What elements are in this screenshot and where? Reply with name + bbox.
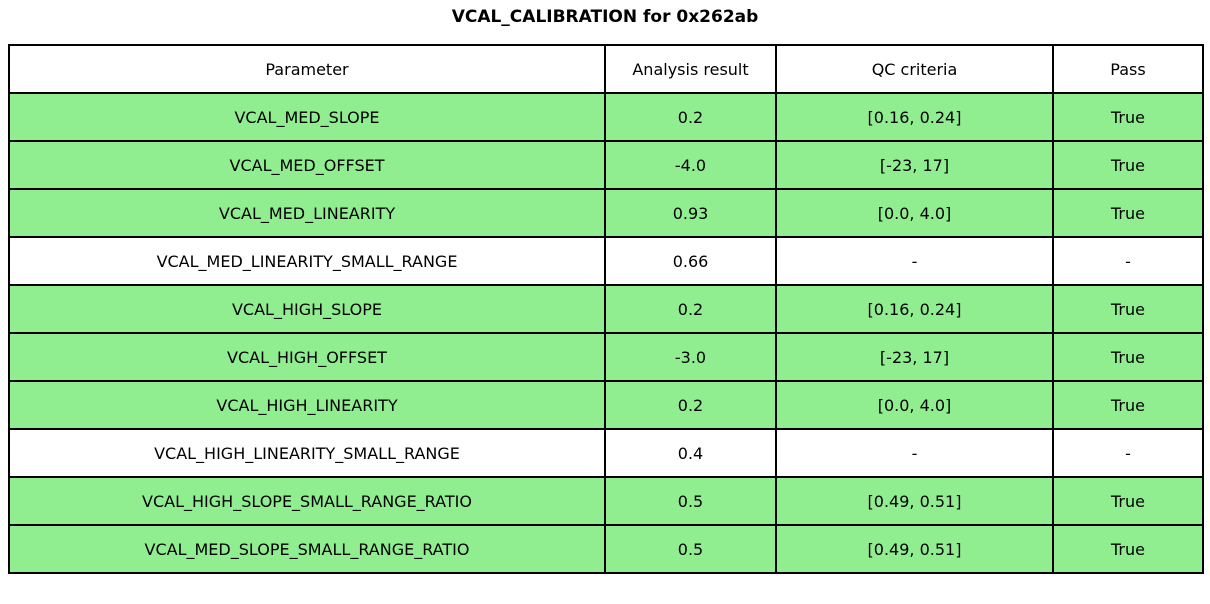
table-row: VCAL_MED_SLOPE_SMALL_RANGE_RATIO 0.5 [0.49… xyxy=(8,524,1204,574)
analysis-result-cell: 0.93 xyxy=(604,188,777,238)
qc-criteria-cell: [-23, 17] xyxy=(775,332,1054,382)
col-header-parameter: Parameter xyxy=(8,44,606,94)
page-title: VCAL_CALIBRATION for 0x262ab xyxy=(451,7,759,27)
parameter-cell: VCAL_MED_LINEARITY_SMALL_RANGE xyxy=(8,236,606,286)
parameter-cell: VCAL_HIGH_LINEARITY xyxy=(8,380,606,430)
analysis-result-cell: 0.4 xyxy=(604,428,777,478)
pass-cell: True xyxy=(1052,380,1204,430)
table-body: VCAL_MED_SLOPE 0.2 [0.16, 0.24] True VCAL_ME… xyxy=(8,92,1204,574)
analysis-result-cell: 0.2 xyxy=(604,92,777,142)
analysis-result-cell: 0.5 xyxy=(604,476,777,526)
table-row: VCAL_HIGH_OFFSET -3.0 [-23, 17] True xyxy=(8,332,1204,382)
table-row: VCAL_HIGH_LINEARITY 0.2 [0.0, 4.0] True xyxy=(8,380,1204,430)
table-row: VCAL_HIGH_LINEARITY_SMALL_RANGE 0.4- - xyxy=(8,428,1204,478)
table-row: VCAL_MED_OFFSET -4.0 [-23, 17] True xyxy=(8,140,1204,190)
parameter-cell: VCAL_HIGH_SLOPE xyxy=(8,284,606,334)
qc-criteria-cell: [0.16, 0.24] xyxy=(775,92,1054,142)
pass-cell: - xyxy=(1052,428,1204,478)
col-header-pass: Pass xyxy=(1052,44,1204,94)
table-row: VCAL_HIGH_SLOPE_SMALL_RANGE_RATIO 0.5 [0.4… xyxy=(8,476,1204,526)
col-header-analysis-result: Analysis result xyxy=(604,44,777,94)
parameter-cell: VCAL_MED_LINEARITY xyxy=(8,188,606,238)
pass-cell: True xyxy=(1052,476,1204,526)
pass-cell: - xyxy=(1052,236,1204,286)
analysis-result-cell: 0.66 xyxy=(604,236,777,286)
parameter-cell: VCAL_HIGH_SLOPE_SMALL_RANGE_RATIO xyxy=(8,476,606,526)
table-row: VCAL_MED_SLOPE 0.2 [0.16, 0.24] True xyxy=(8,92,1204,142)
analysis-result-cell: -4.0 xyxy=(604,140,777,190)
analysis-result-cell: 0.2 xyxy=(604,284,777,334)
qc-criteria-cell: [0.0, 4.0] xyxy=(775,188,1054,238)
parameter-cell: VCAL_MED_OFFSET xyxy=(8,140,606,190)
qc-criteria-cell: [0.49, 0.51] xyxy=(775,476,1054,526)
parameter-cell: VCAL_HIGH_LINEARITY_SMALL_RANGE xyxy=(8,428,606,478)
analysis-result-cell: -3.0 xyxy=(604,332,777,382)
analysis-result-cell: 0.2 xyxy=(604,380,777,430)
table-row: VCAL_HIGH_SLOPE 0.2 [0.16, 0.24] True xyxy=(8,284,1204,334)
qc-criteria-cell: [-23, 17] xyxy=(775,140,1054,190)
pass-cell: True xyxy=(1052,188,1204,238)
parameter-cell: VCAL_HIGH_OFFSET xyxy=(8,332,606,382)
parameter-cell: VCAL_MED_SLOPE_SMALL_RANGE_RATIO xyxy=(8,524,606,574)
qc-criteria-cell: [0.16, 0.24] xyxy=(775,284,1054,334)
pass-cell: True xyxy=(1052,92,1204,142)
parameter-cell: VCAL_MED_SLOPE xyxy=(8,92,606,142)
pass-cell: True xyxy=(1052,332,1204,382)
col-header-qc-criteria: QC criteria xyxy=(775,44,1054,94)
pass-cell: True xyxy=(1052,524,1204,574)
calibration-table: Parameter Analysis result QC criteria Pa… xyxy=(8,44,1204,574)
qc-criteria-cell: [0.0, 4.0] xyxy=(775,380,1054,430)
table-header-row: Parameter Analysis result QC criteria Pa… xyxy=(8,44,1204,94)
qc-criteria-cell: [0.49, 0.51] xyxy=(775,524,1054,574)
pass-cell: True xyxy=(1052,284,1204,334)
pass-cell: True xyxy=(1052,140,1204,190)
table-row: VCAL_MED_LINEARITY_SMALL_RANGE 0.66- - xyxy=(8,236,1204,286)
qc-criteria-cell: - xyxy=(775,236,1054,286)
qc-criteria-cell: - xyxy=(775,428,1054,478)
table-row: VCAL_MED_LINEARITY 0.93 [0.0, 4.0] True xyxy=(8,188,1204,238)
analysis-result-cell: 0.5 xyxy=(604,524,777,574)
